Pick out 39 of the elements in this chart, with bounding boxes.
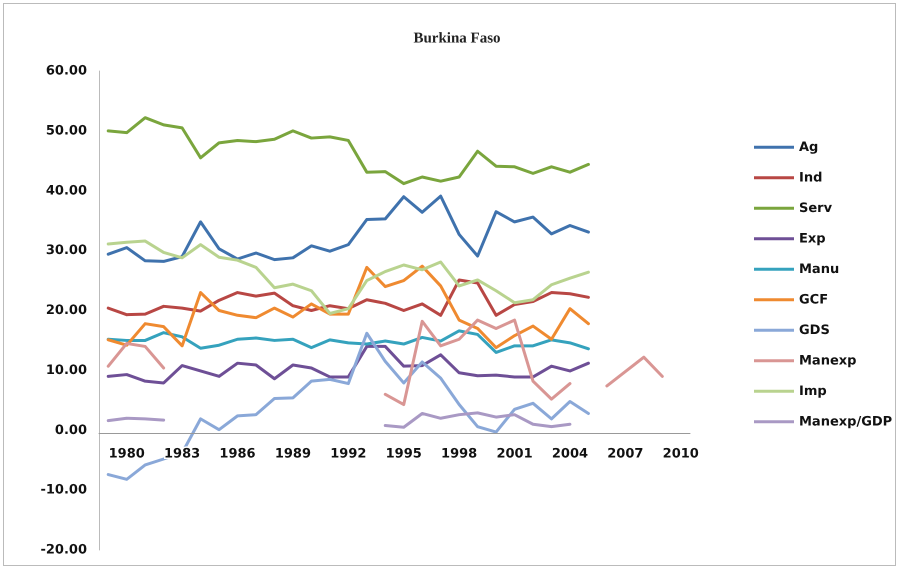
legend-label: Ag xyxy=(799,140,818,155)
x-tick-label: 2010 xyxy=(662,446,699,462)
line-series xyxy=(106,329,590,354)
x-tick-label: 1995 xyxy=(386,446,422,462)
x-tick-label: 2007 xyxy=(607,446,644,462)
x-tick-label: 1992 xyxy=(330,446,366,462)
legend-label: Exp xyxy=(799,231,826,246)
x-tick-label: 1986 xyxy=(219,446,256,462)
line-series xyxy=(106,332,590,481)
legend-label: Manexp xyxy=(799,353,856,368)
line-series xyxy=(106,278,590,317)
x-tick-label: 1983 xyxy=(164,446,200,462)
x-tick-label: 2004 xyxy=(552,446,588,462)
line-series xyxy=(106,116,590,186)
legend-label: Serv xyxy=(799,200,833,216)
legend-label: GCF xyxy=(799,292,828,308)
legend-label: Ind xyxy=(799,170,822,186)
x-tick-label: 1980 xyxy=(108,446,145,462)
y-tick-label: -10.00 xyxy=(40,482,87,498)
y-tick-label: 0.00 xyxy=(54,422,87,438)
y-tick-label: 50.00 xyxy=(46,123,87,138)
y-tick-label: 30.00 xyxy=(46,243,87,258)
line-series xyxy=(106,264,590,350)
y-tick-label: -20.00 xyxy=(40,542,87,558)
x-tick-label: 2001 xyxy=(496,446,533,462)
line-series xyxy=(106,194,590,263)
line-series xyxy=(106,344,590,384)
legend-label: Manu xyxy=(799,262,840,277)
legend-label: Imp xyxy=(799,384,827,399)
y-tick-label: 20.00 xyxy=(46,303,87,318)
legend-label: Manexp/GDP xyxy=(799,414,892,430)
y-tick-label: 60.00 xyxy=(46,64,87,78)
line-series xyxy=(106,240,590,315)
legend-label: GDS xyxy=(799,322,830,338)
y-tick-label: 10.00 xyxy=(46,362,87,378)
x-tick-label: 1998 xyxy=(441,446,478,462)
x-tick-label: 1989 xyxy=(274,446,312,462)
y-tick-label: 40.00 xyxy=(46,183,87,198)
chart-title: Burkina Faso xyxy=(413,30,501,46)
